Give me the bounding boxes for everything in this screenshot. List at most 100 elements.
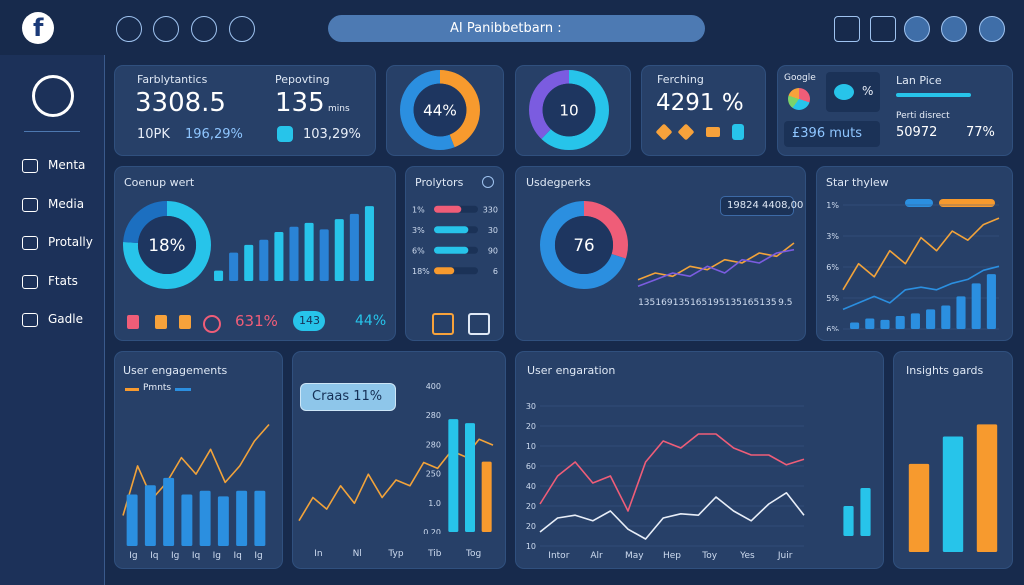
y-tick-label: 20 bbox=[526, 502, 536, 511]
line bbox=[842, 265, 1000, 311]
icon bbox=[155, 315, 167, 329]
x-tick-label: 9.5 bbox=[778, 298, 792, 308]
bar bbox=[274, 231, 284, 281]
bar bbox=[910, 313, 920, 329]
icon-button[interactable] bbox=[941, 16, 967, 42]
x-tick-label: Tog bbox=[465, 549, 481, 559]
bar bbox=[448, 419, 459, 532]
panel: Prolytors 1% 330 3% 30 6% 90 18% 6 bbox=[406, 167, 503, 340]
icon bbox=[655, 123, 673, 141]
line bbox=[539, 492, 805, 540]
nav-item[interactable]: Ftats bbox=[22, 273, 102, 291]
y-tick-label: 280 bbox=[426, 440, 441, 449]
donut-hole bbox=[554, 215, 614, 275]
icon-button[interactable] bbox=[153, 16, 179, 42]
kpi-unit: mins bbox=[328, 104, 350, 114]
y-tick-label: 30 bbox=[526, 402, 536, 411]
panel-title: Usdegperks bbox=[526, 176, 591, 189]
row-value: 90 bbox=[488, 246, 498, 255]
nav-label: Gadle bbox=[48, 312, 83, 326]
bar bbox=[465, 423, 475, 532]
bar bbox=[908, 463, 930, 552]
y-tick-label: 400 bbox=[426, 382, 441, 391]
progress-fill bbox=[434, 267, 455, 275]
panel-title: Prolytors bbox=[415, 176, 464, 189]
legend-swatch bbox=[125, 388, 139, 391]
bar-chart bbox=[908, 424, 998, 552]
bar bbox=[941, 305, 951, 329]
kpi-sub: 10PK bbox=[137, 127, 170, 142]
y-tick-label: 6% bbox=[826, 263, 839, 272]
icon-button[interactable] bbox=[191, 16, 217, 42]
donut-chart: 18% bbox=[123, 201, 211, 289]
icon-button[interactable] bbox=[904, 16, 930, 42]
x-tick-label: Nl bbox=[353, 549, 362, 559]
x-tick-label: Iq bbox=[192, 551, 200, 561]
icon bbox=[203, 315, 221, 333]
pill: 143 bbox=[293, 311, 325, 331]
row-label: 6% bbox=[412, 246, 425, 255]
panel: User engaration 30 20 10 60 40 20 20 10 Intor Alr… bbox=[516, 352, 883, 568]
row-label: 3% bbox=[412, 226, 425, 235]
x-tick-label: 135 bbox=[638, 298, 655, 308]
nav-item[interactable]: Media bbox=[22, 196, 102, 214]
icon-button[interactable] bbox=[229, 16, 255, 42]
kpi-label: Ferching bbox=[657, 73, 704, 86]
y-tick-label: 1% bbox=[826, 201, 839, 210]
search-bar[interactable]: AI Panibbetbarn : bbox=[328, 15, 705, 42]
icon-button[interactable] bbox=[834, 16, 860, 42]
y-tick-label: 250 bbox=[426, 470, 441, 479]
panel-title: Star thylew bbox=[826, 176, 889, 189]
nav-label: Menta bbox=[48, 158, 86, 172]
x-tick-label: 135 bbox=[759, 298, 776, 308]
nav-label: Ftats bbox=[48, 273, 78, 288]
donut-center: 18% bbox=[148, 235, 185, 255]
x-tick-label: May bbox=[625, 551, 644, 561]
tag-text: 19824 4408,00 bbox=[727, 200, 804, 211]
bar bbox=[926, 309, 936, 329]
donut-center: 76 bbox=[573, 235, 594, 255]
label: Google bbox=[784, 73, 816, 83]
row-value: 330 bbox=[483, 205, 498, 214]
bar bbox=[229, 252, 239, 281]
value: 77% bbox=[966, 125, 995, 140]
icon bbox=[482, 176, 494, 188]
icon-button[interactable] bbox=[979, 16, 1005, 42]
icon-button[interactable] bbox=[870, 16, 896, 42]
y-tick-label: 20 bbox=[526, 422, 536, 431]
y-tick-label: 280 bbox=[426, 411, 441, 420]
nav-item[interactable]: Menta bbox=[22, 157, 102, 175]
icon-box: % bbox=[826, 72, 880, 112]
panel-title: Insights gards bbox=[906, 364, 984, 377]
logo[interactable]: f bbox=[22, 12, 54, 44]
kpi-value: 135 bbox=[275, 88, 325, 118]
icon bbox=[179, 315, 191, 329]
y-tick-label: 10 bbox=[526, 542, 536, 551]
donut-hole bbox=[542, 83, 596, 137]
donut-chart: 44% bbox=[400, 70, 480, 150]
nav-icon bbox=[22, 313, 38, 327]
nav-item[interactable]: Protally bbox=[22, 234, 102, 252]
tag: 19824 4408,00 bbox=[721, 197, 803, 215]
icon bbox=[468, 313, 490, 335]
row-value: 6 bbox=[493, 267, 498, 276]
line-chart: 30 20 10 60 40 20 20 10 Intor Alr May Hep Toy Yes Juir bbox=[526, 402, 805, 561]
icon-button[interactable] bbox=[116, 16, 142, 42]
kpi-label: Farblytantics bbox=[137, 73, 208, 86]
nav-item[interactable]: Gadle bbox=[22, 311, 102, 329]
bar bbox=[971, 283, 981, 329]
kpi-sub: 196,29% bbox=[185, 127, 243, 142]
bar bbox=[163, 477, 175, 546]
bar bbox=[843, 506, 854, 536]
kpi-value: 3308.5 bbox=[135, 88, 226, 118]
nav-icon bbox=[22, 197, 38, 212]
x-tick-label: Iq bbox=[234, 551, 242, 561]
progress-list: 1% 330 3% 30 6% 90 18% 6 bbox=[412, 205, 498, 276]
bar bbox=[976, 424, 998, 552]
row-value: 30 bbox=[488, 226, 498, 235]
kpi-card: Ferching 4291 % bbox=[642, 66, 765, 155]
icon bbox=[706, 127, 720, 137]
line bbox=[842, 217, 1000, 291]
bar bbox=[144, 485, 156, 546]
